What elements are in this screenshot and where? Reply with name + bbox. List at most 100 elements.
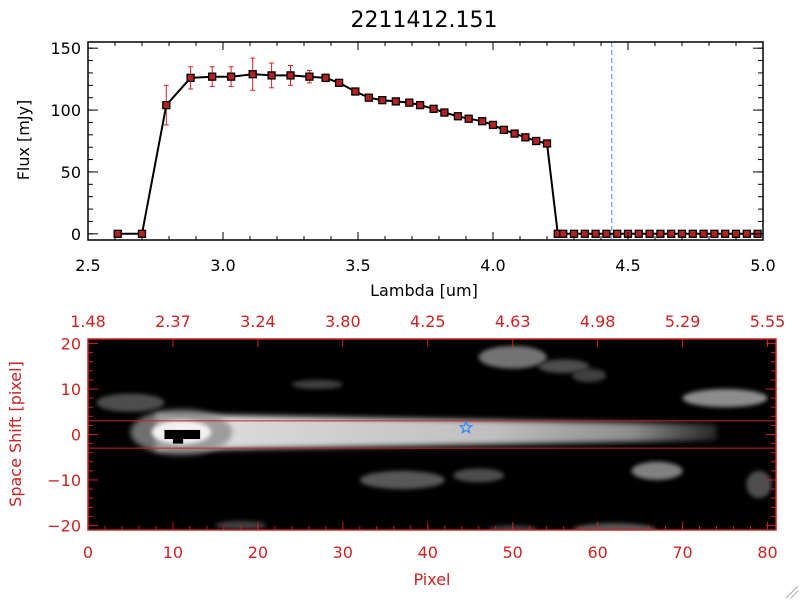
chart-title: 2211412.151 <box>351 8 498 33</box>
flux-point <box>321 73 330 83</box>
spectrum-plot-area <box>113 42 763 240</box>
flux-point <box>113 229 122 238</box>
noise-blob <box>572 368 607 383</box>
flux-point <box>248 70 257 79</box>
noise-blob <box>478 345 547 369</box>
noise-blob <box>453 468 505 483</box>
flux-point <box>667 229 676 238</box>
wavelength-tick-label: 2.37 <box>155 312 191 331</box>
wavelength-tick-label: 3.24 <box>240 312 276 331</box>
noise-blob <box>746 470 772 499</box>
spectral-image-chart: 0 10 20 30 40 50 60 70 80 1.48 2.37 3.24 3.80 4.25 4.6… <box>6 312 785 589</box>
flux-point <box>688 229 697 238</box>
wavelength-tick-label: 4.63 <box>495 312 531 331</box>
flux-point <box>634 229 643 238</box>
pixel-tick-label: 40 <box>418 543 438 562</box>
flux-point <box>364 93 373 102</box>
flux-point <box>532 136 541 146</box>
space-shift-tick-label: 20 <box>61 335 81 354</box>
noise-blob <box>291 379 343 390</box>
flux-point <box>721 229 730 238</box>
space-shift-tick-label: 0 <box>71 426 81 445</box>
y-tick-label: 50 <box>61 163 81 182</box>
spectrum-axes: 2.5 3.0 3.5 4.0 4.5 5.0 0 50 100 150 <box>50 39 775 275</box>
flux-point <box>510 129 519 138</box>
noise-blob <box>682 389 768 408</box>
noise-blob <box>215 520 267 530</box>
x-tick-label: 4.5 <box>615 256 640 275</box>
x-tick-label: 5.0 <box>750 256 775 275</box>
image-content <box>88 345 776 530</box>
flux-point <box>391 97 400 106</box>
flux-point <box>645 229 654 238</box>
pixel-axis-label: Pixel <box>413 570 450 589</box>
space-shift-tick-label: −10 <box>47 471 81 490</box>
pixel-tick-label: 70 <box>672 543 692 562</box>
y-tick-label: 150 <box>50 39 81 58</box>
flux-point <box>710 229 719 238</box>
flux-point <box>613 229 622 238</box>
y-tick-label: 0 <box>71 225 81 244</box>
pixel-tick-label: 60 <box>587 543 607 562</box>
flux-point <box>208 72 217 81</box>
pixel-tick-label: 30 <box>333 543 353 562</box>
space-shift-tick-label: −20 <box>47 516 81 535</box>
flux-point <box>699 229 708 238</box>
flux-point <box>742 229 751 238</box>
flux-point <box>499 125 508 135</box>
flux-point <box>334 78 344 87</box>
spectrum-chart: 2211412.151 2.5 3.0 3.5 4.0 4.5 5.0050100150 … <box>14 8 776 300</box>
x-tick-label: 4.0 <box>480 256 505 275</box>
noise-blob <box>631 461 683 480</box>
flux-point <box>559 229 568 238</box>
flux-point <box>286 71 295 80</box>
noise-blob <box>359 470 445 490</box>
flux-point <box>542 139 552 148</box>
source-position-star-icon <box>458 419 474 434</box>
flux-point <box>464 114 473 123</box>
space-shift-tick-label: 10 <box>61 380 81 399</box>
pixel-tick-label: 50 <box>503 543 523 562</box>
flux-point <box>351 87 360 96</box>
flux-point <box>453 112 463 121</box>
resize-grip-icon[interactable] <box>785 585 799 599</box>
flux-point <box>602 229 611 238</box>
flux-point <box>440 108 449 117</box>
pixel-tick-label: 0 <box>83 543 93 562</box>
flux-point <box>488 120 498 130</box>
x-tick-label: 3.5 <box>345 256 370 275</box>
wavelength-tick-label: 4.25 <box>410 312 446 331</box>
wavelength-tick-label: 1.48 <box>70 312 106 331</box>
flux-point <box>378 96 387 105</box>
flux-point <box>267 71 276 80</box>
wavelength-tick-label: 3.80 <box>325 312 361 331</box>
flux-point <box>429 104 438 113</box>
plot-frame <box>87 41 764 241</box>
pixel-tick-label: 20 <box>248 543 268 562</box>
x-axis-label: Lambda [um] <box>370 281 478 300</box>
flux-series-line <box>117 73 758 235</box>
x-tick-label: 2.5 <box>75 256 100 275</box>
image-axes: 0 10 20 30 40 50 60 70 80 1.48 2.37 3.24 3.80 4.25 4.6… <box>47 312 785 562</box>
flux-point <box>591 229 600 238</box>
flux-point <box>186 73 195 83</box>
flux-point <box>478 117 487 126</box>
spectral-trace <box>155 414 717 451</box>
wavelength-tick-label: 5.55 <box>750 312 786 331</box>
flux-point <box>226 72 236 81</box>
wavelength-tick-label: 4.98 <box>580 312 616 331</box>
saturated-pixels <box>172 439 184 444</box>
y-tick-label: 100 <box>50 101 81 120</box>
space-shift-axis-label: Space Shift [pixel] <box>6 361 25 507</box>
noise-blob <box>538 359 590 374</box>
pixel-tick-label: 80 <box>757 543 777 562</box>
flux-point <box>580 229 589 238</box>
flux-point <box>162 100 171 110</box>
flux-point <box>405 98 414 107</box>
flux-point <box>656 229 665 238</box>
noise-blob <box>96 393 165 412</box>
flux-point <box>305 72 314 81</box>
wavelength-tick-label: 5.29 <box>665 312 701 331</box>
x-tick-label: 3.0 <box>210 256 235 275</box>
